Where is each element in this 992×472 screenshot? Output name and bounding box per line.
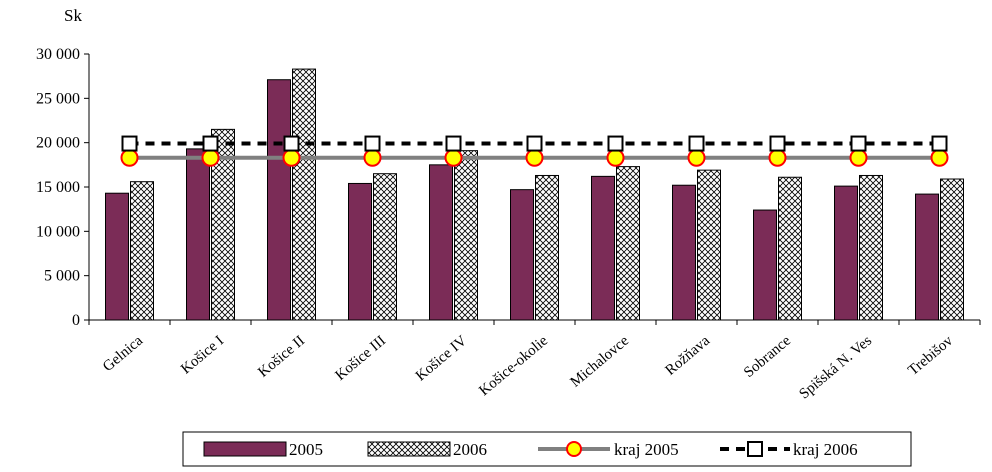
- bar-2006: [373, 173, 397, 321]
- x-tick-label: Košice IV: [413, 333, 470, 385]
- marker-kraj-2005: [930, 148, 949, 167]
- bar-2005: [915, 193, 939, 321]
- marker-kraj-2006: [931, 135, 948, 152]
- bar-2006: [130, 181, 154, 321]
- legend-label-kraj-2006: kraj 2006: [793, 440, 858, 459]
- marker-kraj-2005: [201, 148, 220, 167]
- marker-kraj-2006: [688, 135, 705, 152]
- y-tick-label: 20 000: [36, 135, 80, 152]
- marker-kraj-2006: [850, 135, 867, 152]
- marker-kraj-2006: [607, 135, 624, 152]
- legend-label-2005: 2005: [289, 440, 323, 459]
- x-tick-label: Trebišov: [905, 332, 956, 379]
- marker-kraj-2005: [525, 148, 544, 167]
- legend-label-2006: 2006: [453, 440, 487, 459]
- y-tick-label: 10 000: [36, 223, 80, 240]
- legend-label-kraj-2005: kraj 2005: [614, 440, 679, 459]
- marker-kraj-2005: [768, 148, 787, 167]
- marker-kraj-2005: [363, 148, 382, 167]
- marker-kraj-2005: [606, 148, 625, 167]
- bar-2005: [591, 175, 615, 321]
- x-tick-label: Rožňava: [663, 333, 714, 379]
- x-tick-label: Sobrance: [741, 333, 794, 381]
- marker-kraj-2005: [849, 148, 868, 167]
- marker-kraj-2005: [444, 148, 463, 167]
- marker-kraj-2006: [202, 135, 219, 152]
- x-tick-label: Spišská N. Ves: [796, 333, 875, 403]
- bar-2005: [105, 192, 129, 321]
- marker-kraj-2006: [121, 135, 138, 152]
- y-tick-label: 15 000: [36, 179, 80, 196]
- bar-2006: [940, 178, 964, 321]
- legend-marker-kraj-2006: [747, 441, 763, 457]
- marker-kraj-2005: [282, 148, 301, 167]
- bar-2006: [292, 68, 316, 321]
- y-tick-label: 30 000: [36, 46, 80, 63]
- x-tick-label: Gelnica: [100, 333, 146, 375]
- bar-2005: [753, 209, 777, 321]
- x-tick-label: Košice II: [255, 333, 308, 381]
- x-tick-label: Michalovce: [568, 333, 633, 391]
- marker-kraj-2006: [445, 135, 462, 152]
- bar-2005: [267, 79, 291, 321]
- bar-2006: [778, 176, 802, 321]
- marker-kraj-2006: [526, 135, 543, 152]
- x-tick-label: Košice I: [178, 333, 227, 378]
- bar-2006: [616, 166, 640, 321]
- bar-2005: [510, 189, 534, 321]
- bar-2006: [859, 174, 883, 321]
- marker-kraj-2005: [120, 148, 139, 167]
- marker-kraj-2006: [769, 135, 786, 152]
- bar-2005: [672, 184, 696, 321]
- marker-kraj-2005: [687, 148, 706, 167]
- bar-2005: [186, 148, 210, 321]
- legend-marker-kraj-2005: [566, 441, 582, 457]
- y-tick-label: 25 000: [36, 90, 80, 107]
- x-tick-label: Košice-okolie: [476, 333, 551, 400]
- y-tick-label: 0: [72, 312, 80, 329]
- legend-swatch-2006: [367, 441, 451, 457]
- bar-2005: [348, 182, 372, 321]
- bar-2005: [834, 185, 858, 321]
- x-tick-label: Košice III: [333, 333, 390, 384]
- legend-swatch-2005: [203, 441, 287, 457]
- y-axis-unit-label: Sk: [64, 6, 82, 25]
- y-tick-label: 5 000: [44, 268, 80, 285]
- marker-kraj-2006: [283, 135, 300, 152]
- bar-2006: [454, 150, 478, 321]
- bar-2006: [535, 174, 559, 321]
- marker-kraj-2006: [364, 135, 381, 152]
- bar-2006: [211, 128, 235, 321]
- bar-2006: [697, 169, 721, 321]
- bar-2005: [429, 164, 453, 321]
